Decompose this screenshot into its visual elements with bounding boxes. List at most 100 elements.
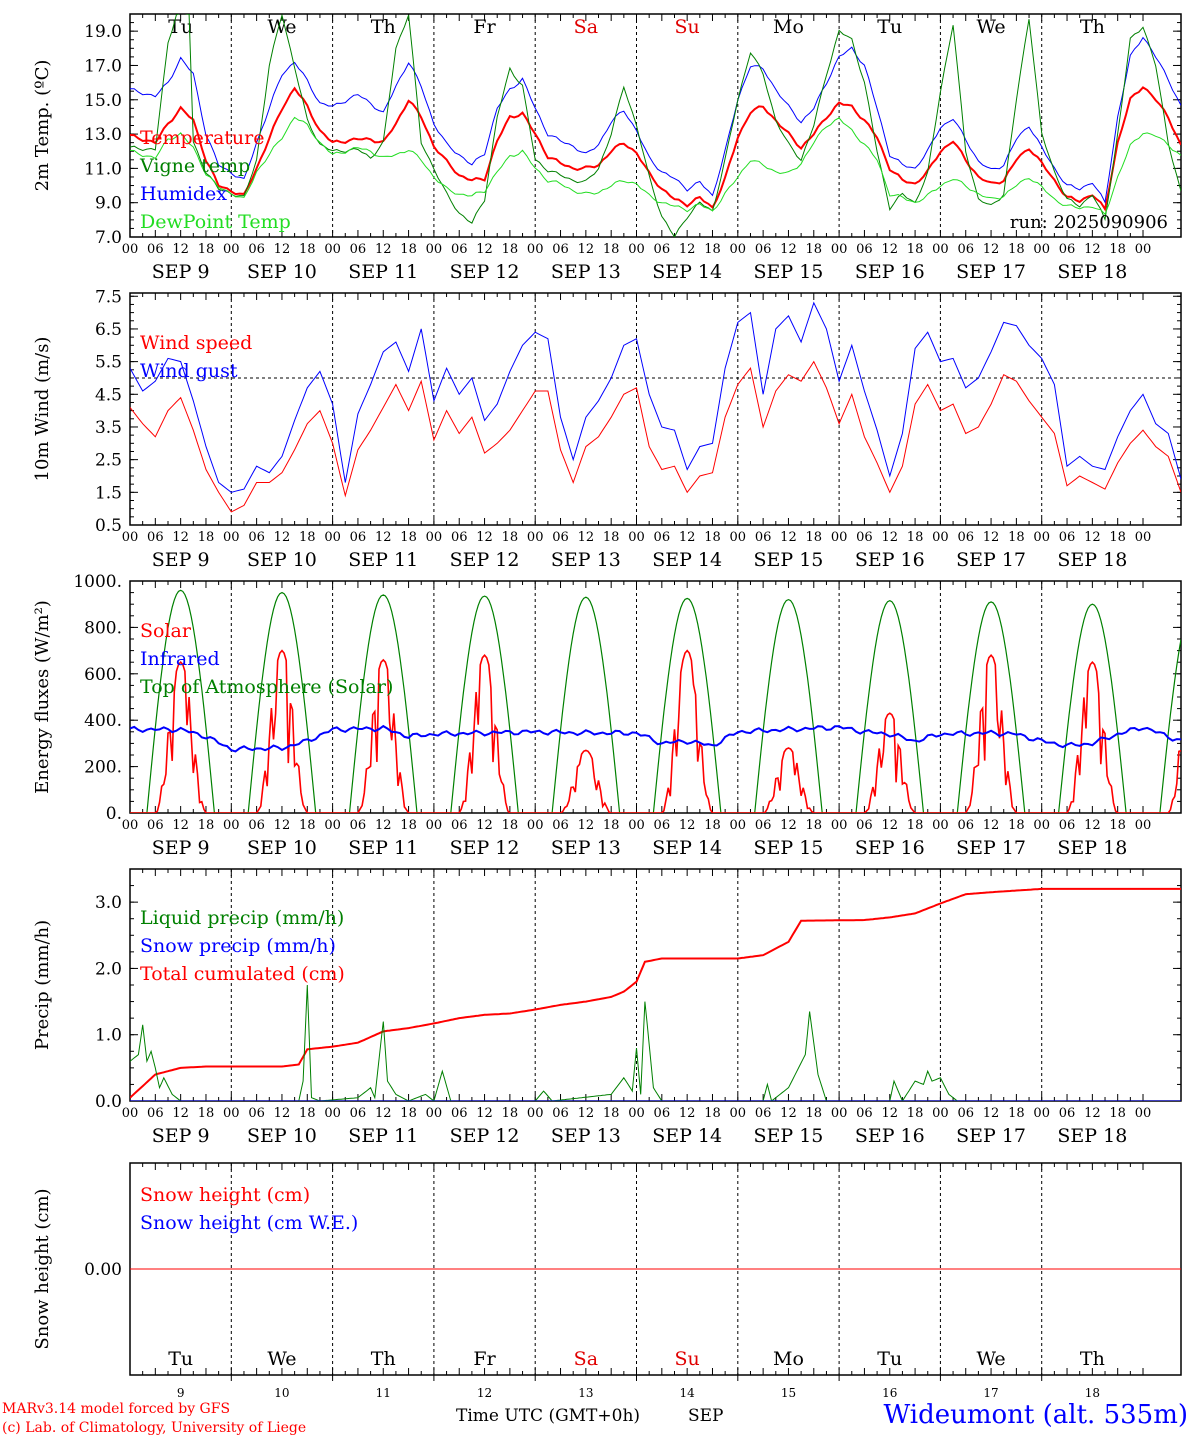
hour-label: 18 bbox=[806, 530, 823, 545]
hour-label: 06 bbox=[755, 530, 772, 545]
y-axis-label: Energy fluxes (W/m²) bbox=[32, 600, 53, 794]
hour-label: 06 bbox=[451, 1106, 468, 1121]
hour-label: 00 bbox=[223, 242, 240, 257]
hour-label: 12 bbox=[780, 530, 797, 545]
day-name-label: We bbox=[267, 1348, 296, 1370]
hour-label: 06 bbox=[654, 818, 671, 833]
date-label: SEP 15 bbox=[754, 1125, 824, 1147]
date-label: SEP 10 bbox=[247, 1125, 317, 1147]
hour-label: 00 bbox=[831, 1106, 848, 1121]
legend-item: Wind gust bbox=[140, 360, 238, 382]
date-label: SEP 12 bbox=[450, 837, 520, 859]
station-name: Wideumont (alt. 535m) bbox=[883, 1400, 1188, 1430]
y-tick-label: 4.5 bbox=[95, 385, 122, 405]
hour-label: 18 bbox=[603, 530, 620, 545]
hour-label: 00 bbox=[628, 530, 645, 545]
y-tick-label: 0.5 bbox=[95, 516, 122, 536]
hour-label: 00 bbox=[1033, 818, 1050, 833]
hour-label: 18 bbox=[1008, 242, 1025, 257]
hour-label: 06 bbox=[654, 1106, 671, 1121]
date-label: SEP 17 bbox=[956, 837, 1026, 859]
hour-label: 06 bbox=[755, 1106, 772, 1121]
panel-2: 0.5 1.5 2.5 3.5 4.5 5.5 6.5 7.5 10m Wind (m/s) 00… bbox=[32, 287, 1182, 571]
hour-label: 06 bbox=[856, 818, 873, 833]
hour-label: 18 bbox=[1109, 818, 1126, 833]
day-name-label: Tu bbox=[168, 1348, 193, 1370]
hour-label: 06 bbox=[1059, 530, 1076, 545]
hour-label: 00 bbox=[932, 818, 949, 833]
date-label: SEP 17 bbox=[956, 549, 1026, 571]
hour-label: 12 bbox=[476, 530, 493, 545]
day-name-label: Su bbox=[675, 1348, 700, 1370]
y-tick-label: 5.5 bbox=[95, 353, 122, 373]
hour-label: 12 bbox=[780, 818, 797, 833]
hour-label: 06 bbox=[856, 530, 873, 545]
hour-label: 18 bbox=[1109, 530, 1126, 545]
hour-label: 06 bbox=[451, 242, 468, 257]
time-axis-title: Time UTC (GMT+0h) bbox=[456, 1406, 641, 1426]
day-name-label: Th bbox=[1080, 16, 1105, 38]
hour-label: 12 bbox=[679, 818, 696, 833]
y-tick-label: 7.0 bbox=[95, 228, 122, 248]
day-name-label: We bbox=[267, 16, 296, 38]
legend-item: Liquid precip (mm/h) bbox=[140, 907, 344, 929]
hour-label: 12 bbox=[375, 818, 392, 833]
hour-label: 18 bbox=[502, 818, 519, 833]
hour-label: 00 bbox=[831, 530, 848, 545]
hour-label: 00 bbox=[324, 530, 341, 545]
hour-label: 00 bbox=[628, 242, 645, 257]
y-tick-label: 800. bbox=[84, 618, 122, 638]
hour-label: 00 bbox=[324, 242, 341, 257]
hour-label: 12 bbox=[780, 1106, 797, 1121]
hour-label: 06 bbox=[350, 530, 367, 545]
hour-label: 00 bbox=[426, 242, 443, 257]
hour-label: 06 bbox=[350, 1106, 367, 1121]
panel-frame bbox=[129, 13, 1182, 238]
hour-label: 06 bbox=[451, 818, 468, 833]
day-name-label: Fr bbox=[473, 1348, 496, 1370]
day-number-label: 14 bbox=[680, 1386, 696, 1400]
y-axis-label: Precip (mm/h) bbox=[32, 920, 53, 1050]
hour-label: 18 bbox=[400, 818, 417, 833]
hour-label: 00 bbox=[831, 242, 848, 257]
hour-label: 18 bbox=[198, 242, 215, 257]
day-number-label: 13 bbox=[578, 1386, 593, 1400]
day-name-label: Th bbox=[371, 16, 396, 38]
hour-label: 00 bbox=[1135, 530, 1152, 545]
series-vigne-temp bbox=[130, 14, 1181, 237]
series-humidex bbox=[130, 36, 1181, 204]
hour-label: 18 bbox=[299, 818, 316, 833]
hour-label: 00 bbox=[730, 530, 747, 545]
hour-label: 12 bbox=[1084, 242, 1101, 257]
hour-label: 00 bbox=[831, 818, 848, 833]
hour-label: 06 bbox=[552, 818, 569, 833]
y-tick-label: 7.5 bbox=[95, 287, 122, 307]
y-tick-label: 600. bbox=[84, 665, 122, 685]
hour-label: 18 bbox=[704, 530, 721, 545]
hour-label: 06 bbox=[755, 242, 772, 257]
y-tick-label: 6.5 bbox=[95, 320, 122, 340]
hour-label: 00 bbox=[527, 1106, 544, 1121]
day-name-label: Mo bbox=[773, 16, 804, 38]
date-label: SEP 13 bbox=[551, 261, 621, 283]
legend-item: Snow height (cm) bbox=[140, 1184, 310, 1206]
hour-label: 00 bbox=[932, 530, 949, 545]
hour-label: 00 bbox=[122, 1106, 139, 1121]
legend-item: Infrared bbox=[140, 648, 220, 670]
y-tick-label: 11.0 bbox=[84, 159, 122, 179]
hour-label: 00 bbox=[426, 1106, 443, 1121]
date-label: SEP 12 bbox=[450, 261, 520, 283]
hour-label: 12 bbox=[881, 1106, 898, 1121]
hour-label: 12 bbox=[679, 530, 696, 545]
legend: Snow height (cm) Snow height (cm W.E.) bbox=[140, 1184, 358, 1234]
series-solar bbox=[130, 649, 1181, 813]
y-tick-label: 3.5 bbox=[95, 418, 122, 438]
series-temperature bbox=[130, 86, 1181, 212]
y-tick-label: 2.0 bbox=[95, 959, 122, 979]
date-label: SEP 14 bbox=[652, 837, 722, 859]
hour-label: 18 bbox=[502, 530, 519, 545]
date-label: SEP 14 bbox=[652, 549, 722, 571]
day-name-label: Mo bbox=[773, 1348, 804, 1370]
hour-label: 00 bbox=[122, 818, 139, 833]
day-number-label: 9 bbox=[177, 1386, 185, 1400]
